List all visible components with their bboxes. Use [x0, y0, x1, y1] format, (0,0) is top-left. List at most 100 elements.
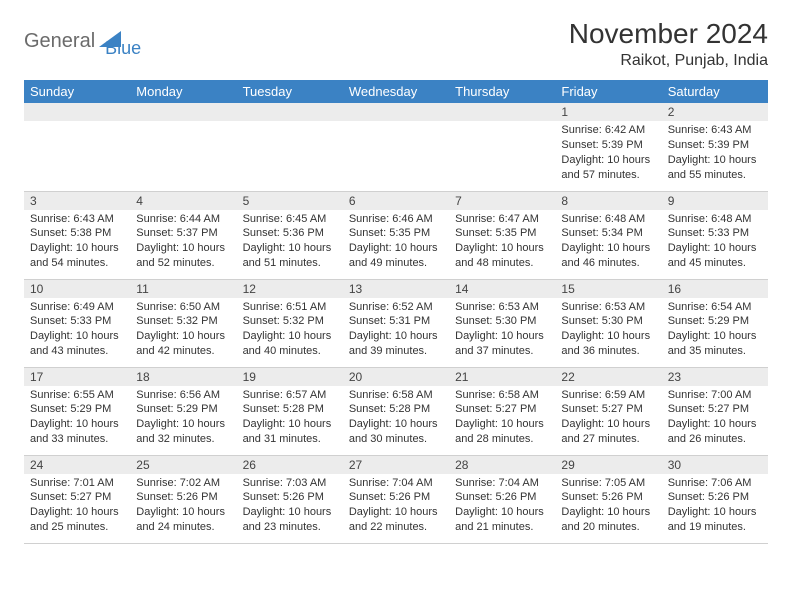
day-details: Sunrise: 7:06 AMSunset: 5:26 PMDaylight:…	[662, 474, 768, 539]
calendar-day-cell: 1Sunrise: 6:42 AMSunset: 5:39 PMDaylight…	[555, 103, 661, 191]
day-details: Sunrise: 6:56 AMSunset: 5:29 PMDaylight:…	[130, 386, 236, 451]
calendar-day-cell: 3Sunrise: 6:43 AMSunset: 5:38 PMDaylight…	[24, 191, 130, 279]
day-number: 29	[555, 456, 661, 474]
daylight-text: Daylight: 10 hours and 22 minutes.	[349, 505, 443, 535]
logo-text-blue: Blue	[105, 24, 141, 59]
calendar-week-row: 3Sunrise: 6:43 AMSunset: 5:38 PMDaylight…	[24, 191, 768, 279]
sunrise-text: Sunrise: 6:43 AM	[668, 123, 762, 138]
daylight-text: Daylight: 10 hours and 45 minutes.	[668, 241, 762, 271]
sunset-text: Sunset: 5:38 PM	[30, 226, 124, 241]
calendar-table: Sunday Monday Tuesday Wednesday Thursday…	[24, 80, 768, 544]
day-number: 3	[24, 192, 130, 210]
calendar-day-cell: 21Sunrise: 6:58 AMSunset: 5:27 PMDayligh…	[449, 367, 555, 455]
day-details: Sunrise: 6:44 AMSunset: 5:37 PMDaylight:…	[130, 210, 236, 275]
calendar-day-cell: 23Sunrise: 7:00 AMSunset: 5:27 PMDayligh…	[662, 367, 768, 455]
day-details	[343, 121, 449, 181]
sunset-text: Sunset: 5:26 PM	[561, 490, 655, 505]
day-number: 21	[449, 368, 555, 386]
daylight-text: Daylight: 10 hours and 37 minutes.	[455, 329, 549, 359]
daylight-text: Daylight: 10 hours and 40 minutes.	[243, 329, 337, 359]
sunset-text: Sunset: 5:27 PM	[561, 402, 655, 417]
calendar-week-row: 24Sunrise: 7:01 AMSunset: 5:27 PMDayligh…	[24, 455, 768, 543]
day-number: 30	[662, 456, 768, 474]
daylight-text: Daylight: 10 hours and 43 minutes.	[30, 329, 124, 359]
day-details: Sunrise: 6:49 AMSunset: 5:33 PMDaylight:…	[24, 298, 130, 363]
day-number: 23	[662, 368, 768, 386]
daylight-text: Daylight: 10 hours and 30 minutes.	[349, 417, 443, 447]
day-number: 16	[662, 280, 768, 298]
sunset-text: Sunset: 5:26 PM	[349, 490, 443, 505]
sunrise-text: Sunrise: 7:04 AM	[455, 476, 549, 491]
calendar-day-cell: 29Sunrise: 7:05 AMSunset: 5:26 PMDayligh…	[555, 455, 661, 543]
calendar-day-cell: 13Sunrise: 6:52 AMSunset: 5:31 PMDayligh…	[343, 279, 449, 367]
calendar-day-cell: 6Sunrise: 6:46 AMSunset: 5:35 PMDaylight…	[343, 191, 449, 279]
daylight-text: Daylight: 10 hours and 55 minutes.	[668, 153, 762, 183]
sunset-text: Sunset: 5:33 PM	[668, 226, 762, 241]
sunrise-text: Sunrise: 6:55 AM	[30, 388, 124, 403]
day-number: 11	[130, 280, 236, 298]
sunset-text: Sunset: 5:32 PM	[243, 314, 337, 329]
sunset-text: Sunset: 5:28 PM	[349, 402, 443, 417]
sunrise-text: Sunrise: 6:50 AM	[136, 300, 230, 315]
day-details: Sunrise: 6:43 AMSunset: 5:38 PMDaylight:…	[24, 210, 130, 275]
daylight-text: Daylight: 10 hours and 25 minutes.	[30, 505, 124, 535]
day-details: Sunrise: 7:01 AMSunset: 5:27 PMDaylight:…	[24, 474, 130, 539]
daylight-text: Daylight: 10 hours and 32 minutes.	[136, 417, 230, 447]
day-details: Sunrise: 6:58 AMSunset: 5:28 PMDaylight:…	[343, 386, 449, 451]
daylight-text: Daylight: 10 hours and 26 minutes.	[668, 417, 762, 447]
calendar-day-cell: 18Sunrise: 6:56 AMSunset: 5:29 PMDayligh…	[130, 367, 236, 455]
calendar-week-row: 1Sunrise: 6:42 AMSunset: 5:39 PMDaylight…	[24, 103, 768, 191]
daylight-text: Daylight: 10 hours and 35 minutes.	[668, 329, 762, 359]
calendar-day-cell: 14Sunrise: 6:53 AMSunset: 5:30 PMDayligh…	[449, 279, 555, 367]
day-number: 15	[555, 280, 661, 298]
day-number: 1	[555, 103, 661, 121]
calendar-day-cell: 30Sunrise: 7:06 AMSunset: 5:26 PMDayligh…	[662, 455, 768, 543]
day-number: 7	[449, 192, 555, 210]
sunrise-text: Sunrise: 6:52 AM	[349, 300, 443, 315]
day-number	[24, 103, 130, 121]
sunset-text: Sunset: 5:26 PM	[668, 490, 762, 505]
day-number: 13	[343, 280, 449, 298]
calendar-body: 1Sunrise: 6:42 AMSunset: 5:39 PMDaylight…	[24, 103, 768, 543]
sunset-text: Sunset: 5:26 PM	[136, 490, 230, 505]
sunrise-text: Sunrise: 6:44 AM	[136, 212, 230, 227]
daylight-text: Daylight: 10 hours and 48 minutes.	[455, 241, 549, 271]
day-details: Sunrise: 6:51 AMSunset: 5:32 PMDaylight:…	[237, 298, 343, 363]
day-details: Sunrise: 6:54 AMSunset: 5:29 PMDaylight:…	[662, 298, 768, 363]
calendar-day-cell: 28Sunrise: 7:04 AMSunset: 5:26 PMDayligh…	[449, 455, 555, 543]
daylight-text: Daylight: 10 hours and 42 minutes.	[136, 329, 230, 359]
sunset-text: Sunset: 5:35 PM	[455, 226, 549, 241]
day-number: 8	[555, 192, 661, 210]
sunset-text: Sunset: 5:33 PM	[30, 314, 124, 329]
calendar-day-cell: 17Sunrise: 6:55 AMSunset: 5:29 PMDayligh…	[24, 367, 130, 455]
calendar-day-cell	[343, 103, 449, 191]
sunrise-text: Sunrise: 6:58 AM	[455, 388, 549, 403]
daylight-text: Daylight: 10 hours and 39 minutes.	[349, 329, 443, 359]
day-details: Sunrise: 6:50 AMSunset: 5:32 PMDaylight:…	[130, 298, 236, 363]
day-number: 18	[130, 368, 236, 386]
calendar-day-cell: 27Sunrise: 7:04 AMSunset: 5:26 PMDayligh…	[343, 455, 449, 543]
day-number: 25	[130, 456, 236, 474]
daylight-text: Daylight: 10 hours and 27 minutes.	[561, 417, 655, 447]
sunrise-text: Sunrise: 6:46 AM	[349, 212, 443, 227]
day-details: Sunrise: 6:46 AMSunset: 5:35 PMDaylight:…	[343, 210, 449, 275]
day-details: Sunrise: 6:59 AMSunset: 5:27 PMDaylight:…	[555, 386, 661, 451]
location: Raikot, Punjab, India	[569, 52, 768, 70]
sunset-text: Sunset: 5:27 PM	[668, 402, 762, 417]
sunrise-text: Sunrise: 6:48 AM	[561, 212, 655, 227]
day-number: 14	[449, 280, 555, 298]
sunset-text: Sunset: 5:28 PM	[243, 402, 337, 417]
weekday-header: Saturday	[662, 80, 768, 103]
calendar-week-row: 17Sunrise: 6:55 AMSunset: 5:29 PMDayligh…	[24, 367, 768, 455]
day-number: 10	[24, 280, 130, 298]
sunset-text: Sunset: 5:36 PM	[243, 226, 337, 241]
month-title: November 2024	[569, 18, 768, 50]
sunset-text: Sunset: 5:29 PM	[668, 314, 762, 329]
weekday-header: Wednesday	[343, 80, 449, 103]
daylight-text: Daylight: 10 hours and 19 minutes.	[668, 505, 762, 535]
calendar-day-cell: 19Sunrise: 6:57 AMSunset: 5:28 PMDayligh…	[237, 367, 343, 455]
calendar-day-cell: 9Sunrise: 6:48 AMSunset: 5:33 PMDaylight…	[662, 191, 768, 279]
day-number: 22	[555, 368, 661, 386]
day-details: Sunrise: 6:48 AMSunset: 5:33 PMDaylight:…	[662, 210, 768, 275]
logo: General Blue	[24, 18, 141, 59]
